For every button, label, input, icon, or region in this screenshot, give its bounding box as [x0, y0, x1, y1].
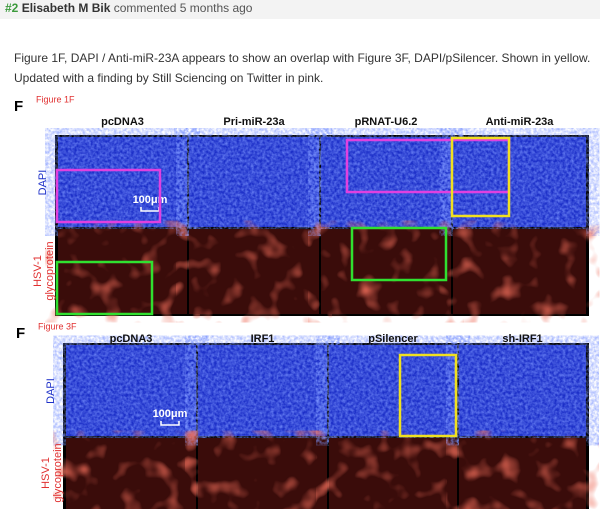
row-label-line: glycoprotein: [44, 241, 56, 300]
comment-number[interactable]: #2: [5, 1, 19, 15]
row-label-line: HSV-1: [40, 457, 52, 489]
highlight-box: [350, 226, 448, 282]
scale-label: 100μm: [153, 408, 188, 420]
highlight-box: [450, 136, 511, 218]
hsv-texture: [198, 438, 327, 509]
hsv-texture: [453, 229, 586, 314]
highlight-box: [55, 168, 162, 224]
dapi-texture: [198, 345, 327, 436]
figure-caption: Figure 3F: [38, 321, 77, 331]
highlight-box: [55, 260, 154, 316]
figure-caption: Figure 1F: [36, 94, 75, 104]
panel-letter: F: [14, 98, 23, 115]
row-label-line: HSV-1: [32, 255, 44, 287]
comment-body: Figure 1F, DAPI / Anti-miR-23A appears t…: [14, 48, 590, 88]
author[interactable]: Elisabeth M Bik: [21, 1, 111, 15]
column-label: pcDNA3: [101, 116, 144, 128]
dapi-texture: [329, 345, 457, 436]
column-label: sh-IRF1: [502, 333, 542, 345]
scale-label: 100μm: [133, 194, 168, 206]
hsv-texture: [66, 438, 196, 509]
column-label: Anti-miR-23a: [486, 116, 555, 128]
row-label: HSV-1glycoprotein: [32, 241, 56, 300]
dapi-texture: [459, 345, 586, 436]
dapi-texture: [321, 137, 451, 227]
hsv-texture: [321, 229, 451, 314]
dapi-texture: [189, 137, 319, 227]
column-label: pRNAT-U6.2: [355, 116, 418, 128]
comment-action: commented 5 months ago: [113, 1, 253, 15]
highlight-box: [398, 353, 458, 438]
dapi-texture: [66, 345, 196, 436]
panel-letter: F: [16, 325, 25, 342]
body-line: Updated with a finding by Still Sciencin…: [14, 71, 324, 85]
scale-bar: [160, 421, 180, 426]
dapi-texture: [453, 137, 586, 227]
hsv-texture: [189, 229, 319, 314]
dapi-texture: [58, 137, 187, 227]
hsv-texture: [459, 438, 586, 509]
row-label: DAPI: [37, 170, 49, 196]
row-label: DAPI: [45, 378, 57, 404]
hsv-texture: [58, 229, 187, 314]
column-label: pSilencer: [368, 333, 418, 345]
row-label: HSV-1glycoprotein: [40, 443, 64, 502]
hsv-texture: [329, 438, 457, 509]
column-label: pcDNA3: [110, 333, 153, 345]
column-label: Pri-miR-23a: [223, 116, 285, 128]
column-label: IRF1: [251, 333, 275, 345]
row-label-line: glycoprotein: [52, 443, 64, 502]
comment-header: #2 Elisabeth M Bik commented 5 months ag…: [0, 0, 600, 19]
body-line: Figure 1F, DAPI / Anti-miR-23A appears t…: [14, 51, 591, 65]
